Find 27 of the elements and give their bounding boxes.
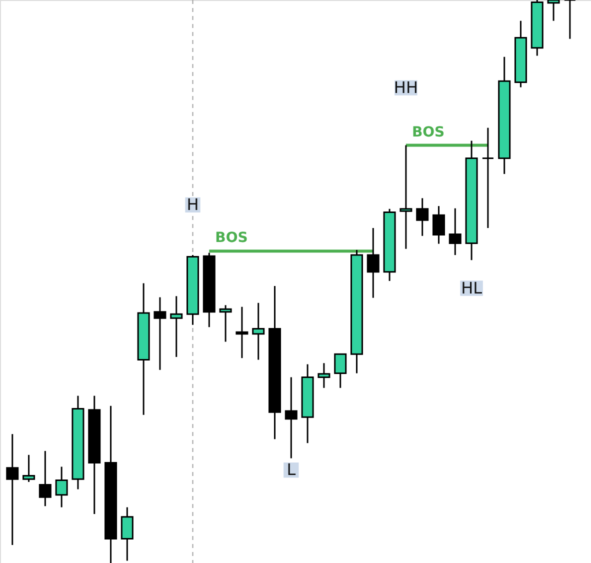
series-label: L [286,460,296,480]
series-label: BOS [215,230,248,246]
candlestick [154,296,166,371]
series-label: HH [394,78,418,97]
candlestick [170,295,183,358]
candlestick [120,506,134,562]
candlestick [366,227,380,299]
series-label: BOS [412,124,445,140]
candlestick [482,127,494,229]
candlestick [416,197,429,237]
series-label: H [186,194,199,214]
candlestick [219,304,232,342]
candlestick [55,466,68,508]
candlestick [252,302,265,361]
candlestick [564,0,576,40]
candlestick [547,0,560,22]
candlestick [236,306,248,359]
candlestick [22,454,36,483]
candlestick [432,205,445,245]
candlestick [284,376,298,460]
series-label: HL [461,278,482,298]
candlestick [318,362,330,389]
candlestick [448,208,462,256]
candlestick [38,450,52,507]
candlestick [400,144,412,250]
candlestick [334,353,347,389]
candlestick [6,433,19,546]
